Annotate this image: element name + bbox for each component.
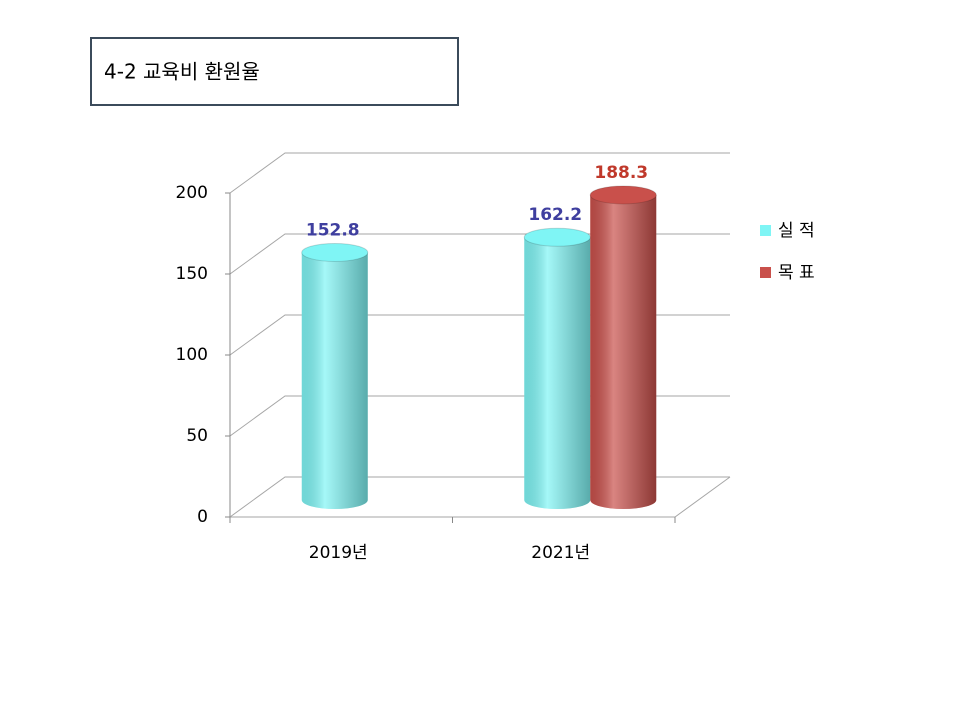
- bar-top: [589, 185, 657, 205]
- x-tick-label: 2021년: [531, 543, 590, 563]
- bar-top: [301, 242, 369, 262]
- legend-swatch: [760, 267, 771, 278]
- y-tick-label: 100: [176, 345, 208, 365]
- y-tick-label: 150: [176, 264, 208, 284]
- y-tick-label: 0: [197, 507, 208, 527]
- legend-label: 실 적: [778, 221, 815, 241]
- bar-shade: [301, 252, 368, 510]
- bar-shade: [524, 237, 591, 509]
- value-label: 152.8: [306, 220, 360, 240]
- chart-title: 4-2 교육비 환원율: [104, 60, 260, 84]
- value-label: 162.2: [528, 205, 582, 225]
- value-label: 188.3: [594, 163, 648, 183]
- legend-swatch: [760, 225, 771, 236]
- bar-top: [523, 227, 591, 247]
- y-tick-label: 200: [176, 183, 208, 203]
- legend-label: 목 표: [778, 263, 815, 283]
- y-tick-label: 50: [186, 426, 208, 446]
- title-box: [90, 37, 459, 106]
- grid-line: [229, 152, 730, 194]
- x-tick-label: 2019년: [309, 543, 368, 563]
- bar-shade: [590, 194, 657, 510]
